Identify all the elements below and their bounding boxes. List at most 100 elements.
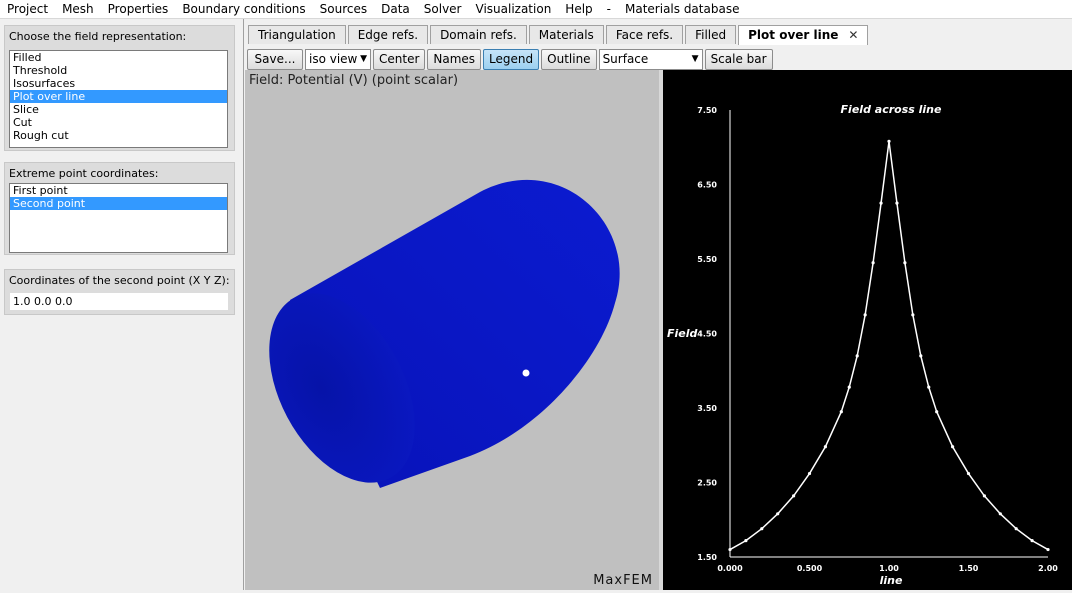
chevron-down-icon: ▼ bbox=[691, 53, 699, 64]
y-axis-label: Field bbox=[667, 327, 698, 340]
representation-item[interactable]: Rough cut bbox=[13, 129, 69, 142]
data-point bbox=[776, 512, 780, 516]
tab-4[interactable]: Face refs. bbox=[605, 25, 684, 44]
toolbar: Save... iso view ▼ Center Names Legend O… bbox=[247, 48, 775, 70]
y-tick-label: 6.50 bbox=[697, 181, 717, 190]
menu-item-7[interactable]: Visualization bbox=[475, 2, 552, 16]
representation-list[interactable]: Filled Threshold Isosurfaces Plot over line… bbox=[9, 50, 228, 148]
watermark: MaxFEM bbox=[593, 573, 653, 588]
menu-item-8[interactable]: Help bbox=[565, 2, 593, 16]
tab-1[interactable]: Edge refs. bbox=[347, 25, 429, 44]
tab-label: Triangulation bbox=[258, 28, 336, 42]
data-point bbox=[863, 313, 867, 317]
data-point bbox=[966, 471, 971, 476]
cylinder-render bbox=[269, 179, 620, 488]
menu-item-1[interactable]: Mesh bbox=[62, 2, 94, 16]
representation-item[interactable]: Cut bbox=[13, 116, 32, 129]
data-point bbox=[911, 313, 915, 317]
data-point bbox=[792, 494, 796, 498]
data-point bbox=[982, 494, 986, 498]
tab-label: Face refs. bbox=[615, 28, 674, 42]
tab-6[interactable]: Plot over line ✕ bbox=[738, 25, 869, 45]
scale-bar-button[interactable]: Scale bar bbox=[704, 48, 773, 70]
data-point bbox=[871, 261, 875, 265]
point-marker bbox=[522, 369, 530, 377]
splitter-handle[interactable] bbox=[659, 70, 663, 590]
coordinates-title: Coordinates of the second point (X Y Z): bbox=[9, 274, 230, 287]
extreme-point-item[interactable]: Second point bbox=[10, 197, 227, 210]
representation-group: Choose the field representation: Filled T… bbox=[4, 25, 235, 151]
menu-item-6[interactable]: Solver bbox=[423, 2, 462, 16]
representation-item[interactable]: Slice bbox=[13, 103, 39, 116]
menu-item-2[interactable]: Properties bbox=[107, 2, 169, 16]
x-tick-label: 1.00 bbox=[879, 564, 899, 573]
representation-item[interactable]: Plot over line bbox=[10, 90, 227, 103]
tab-label: Filled bbox=[695, 28, 727, 42]
chart-title: Field across line bbox=[841, 103, 942, 116]
representation-item[interactable]: Isosurfaces bbox=[13, 77, 76, 90]
close-icon[interactable]: ✕ bbox=[848, 28, 859, 42]
tab-bar: Triangulation Edge refs. Domain refs. Mater… bbox=[248, 25, 870, 45]
tab-label: Plot over line bbox=[748, 28, 839, 42]
data-point bbox=[935, 410, 939, 414]
x-tick-label: 1.50 bbox=[959, 564, 979, 573]
extreme-point-list[interactable]: First point Second point bbox=[9, 183, 228, 253]
save-button[interactable]: Save... bbox=[247, 48, 303, 70]
data-point bbox=[895, 201, 899, 205]
extreme-point-title: Extreme point coordinates: bbox=[9, 167, 159, 180]
left-panel: Choose the field representation: Filled T… bbox=[0, 19, 244, 590]
data-point bbox=[823, 445, 827, 449]
data-point bbox=[847, 385, 851, 389]
data-point bbox=[839, 410, 843, 414]
legend-button[interactable]: Legend bbox=[483, 48, 540, 70]
representation-item[interactable]: Filled bbox=[13, 51, 42, 64]
data-point bbox=[1046, 547, 1050, 552]
tab-5[interactable]: Filled bbox=[685, 25, 737, 44]
surface-select[interactable]: Surface ▼ bbox=[598, 48, 703, 70]
representation-title: Choose the field representation: bbox=[9, 30, 187, 43]
tab-3[interactable]: Materials bbox=[528, 25, 604, 44]
data-point bbox=[887, 139, 891, 143]
coordinates-group: Coordinates of the second point (X Y Z):… bbox=[4, 269, 235, 315]
menu-bar: Project Mesh Properties Boundary conditions… bbox=[0, 0, 1072, 19]
x-tick-label: 0.000 bbox=[717, 564, 743, 573]
menu-item-3[interactable]: Boundary conditions bbox=[182, 2, 306, 16]
tab-2[interactable]: Domain refs. bbox=[430, 25, 527, 44]
view-select[interactable]: iso view ▼ bbox=[305, 48, 371, 70]
plot-svg: 1.50 2.50 3.50 4.50 5.50 6.50 7.50 0.000 0.500 1.… bbox=[667, 103, 1058, 587]
names-button[interactable]: Names bbox=[427, 48, 482, 70]
y-tick-label: 7.50 bbox=[697, 106, 717, 115]
menu-item-9: - bbox=[606, 2, 611, 16]
y-tick-label: 1.50 bbox=[697, 553, 717, 562]
menu-item-5[interactable]: Data bbox=[381, 2, 410, 16]
data-point bbox=[998, 512, 1002, 516]
series-line bbox=[729, 141, 1049, 551]
extreme-point-item[interactable]: First point bbox=[13, 184, 68, 197]
field-label: Field: Potential (V) (point scalar) bbox=[249, 73, 459, 88]
data-point bbox=[1030, 539, 1034, 543]
menu-item-0[interactable]: Project bbox=[7, 2, 49, 16]
outline-button[interactable]: Outline bbox=[541, 48, 597, 70]
y-tick-label: 5.50 bbox=[697, 255, 717, 264]
3d-viewport[interactable]: Field: Potential (V) (point scalar) MaxF… bbox=[245, 70, 659, 590]
data-point bbox=[728, 547, 732, 552]
data-point bbox=[879, 201, 883, 205]
data-point bbox=[855, 354, 859, 358]
tab-0[interactable]: Triangulation bbox=[248, 25, 346, 44]
extreme-point-group: Extreme point coordinates: First point Se… bbox=[4, 162, 235, 255]
menu-item-10[interactable]: Materials database bbox=[625, 2, 740, 16]
tab-label: Domain refs. bbox=[440, 28, 517, 42]
center-button[interactable]: Center bbox=[373, 48, 426, 70]
line-plot: 1.50 2.50 3.50 4.50 5.50 6.50 7.50 0.000 0.500 1.… bbox=[663, 70, 1072, 590]
data-point bbox=[919, 354, 923, 358]
data-point bbox=[951, 445, 955, 449]
x-axis-label: line bbox=[880, 574, 903, 587]
representation-item[interactable]: Threshold bbox=[13, 64, 68, 77]
data-point bbox=[744, 539, 748, 543]
menu-item-4[interactable]: Sources bbox=[319, 2, 368, 16]
x-tick-label: 0.500 bbox=[797, 564, 823, 573]
coordinates-input[interactable]: 1.0 0.0 0.0 bbox=[9, 292, 229, 311]
cylinder-cap bbox=[269, 293, 415, 483]
data-point bbox=[1014, 527, 1018, 531]
data-point bbox=[807, 471, 812, 476]
